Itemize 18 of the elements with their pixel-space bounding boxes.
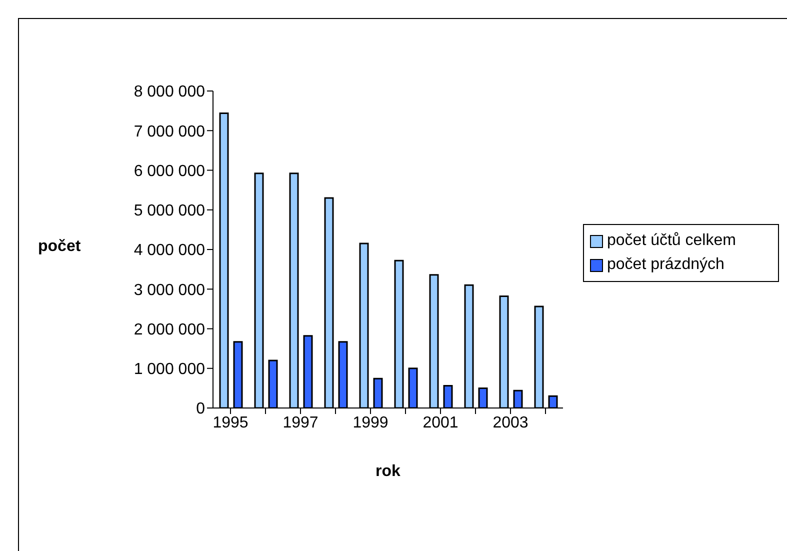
legend-label: počet účtů celkem [607, 231, 736, 251]
y-tick-label: 2 000 000 [134, 321, 206, 338]
y-tick-label: 8 000 000 [134, 84, 206, 101]
x-tick-label: 2003 [492, 414, 528, 432]
y-tick-label: 0 [196, 400, 206, 418]
legend-label: počet prázdných [607, 255, 724, 275]
y-tick-label: 3 000 000 [134, 282, 206, 299]
y-axis-title: počet [38, 238, 81, 256]
x-tick-label: 1995 [212, 414, 248, 432]
y-tick-label: 6 000 000 [134, 162, 206, 180]
x-tick-label: 1997 [282, 414, 318, 432]
y-tick-label: 5 000 000 [134, 202, 206, 220]
y-tick-label: 1 000 000 [134, 361, 206, 378]
x-tick-label: 2001 [422, 414, 458, 432]
x-tick-label: 1999 [352, 414, 388, 432]
y-tick-label: 7 000 000 [134, 123, 206, 140]
y-tick-label: 4 000 000 [134, 242, 206, 260]
x-axis-title: rok [376, 463, 401, 480]
